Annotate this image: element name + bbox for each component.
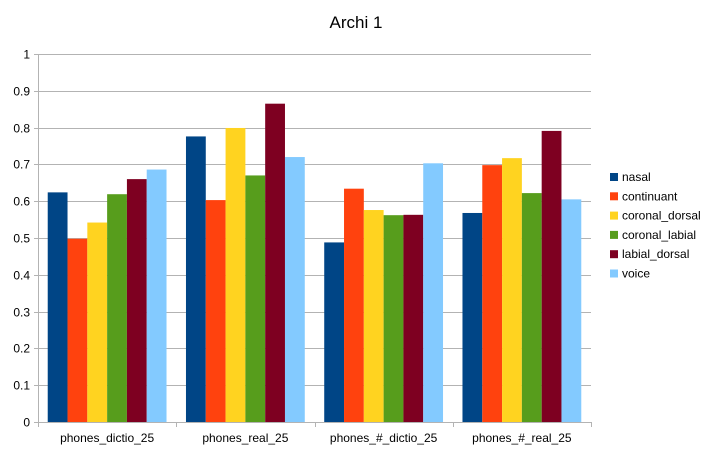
bar-continuant <box>344 188 364 422</box>
x-tick-label: phones_dictio_25 <box>60 431 154 445</box>
y-tick-label: 0 <box>23 416 30 430</box>
legend-label-nasal: nasal <box>622 170 651 184</box>
bar-coronal_labial <box>245 175 266 422</box>
bar-continuant <box>205 200 226 422</box>
y-tick-label: 0.6 <box>13 195 30 209</box>
legend-label-coronal_labial: coronal_labial <box>622 228 696 242</box>
legend-swatch-coronal_dorsal <box>610 211 618 220</box>
legend: nasal continuant coronal_dorsal coronal_lab… <box>610 170 701 281</box>
bar-labial_dorsal <box>126 179 147 422</box>
legend-swatch-labial_dorsal <box>610 250 618 259</box>
bar-nasal <box>462 212 483 422</box>
bar-voice <box>561 199 582 422</box>
legend-label-voice: voice <box>622 267 650 281</box>
bar-nasal <box>324 242 345 422</box>
y-tick-label: 0.1 <box>13 379 30 393</box>
y-tick-label: 0.8 <box>13 122 30 136</box>
bar-labial_dorsal <box>541 130 562 423</box>
y-tick-label: 0.5 <box>13 232 30 246</box>
bar-nasal <box>185 136 206 422</box>
y-tick-label: 0.2 <box>13 342 30 356</box>
legend-swatch-voice <box>610 269 618 278</box>
bar-voice <box>423 163 444 422</box>
bar-coronal_dorsal <box>502 158 522 423</box>
bars <box>47 103 582 423</box>
y-tick-label: 0.4 <box>13 269 30 283</box>
bar-labial_dorsal <box>265 103 285 423</box>
bar-coronal_dorsal <box>363 210 384 422</box>
x-tick-label: phones_#_real_25 <box>472 431 572 445</box>
bar-coronal_labial <box>107 194 127 422</box>
legend-swatch-continuant <box>610 192 618 201</box>
axes: 0 0.1 0.2 0.3 0.4 0.5 0.6 0.7 0.8 0.9 1 phones_dict… <box>13 48 592 445</box>
bar-nasal <box>47 192 68 422</box>
chart-title: Archi 1 <box>330 13 383 32</box>
bar-voice <box>146 169 167 422</box>
bar-labial_dorsal <box>403 214 424 422</box>
legend-label-continuant: continuant <box>622 189 678 203</box>
legend-swatch-nasal <box>610 173 618 181</box>
legend-label-coronal_dorsal: coronal_dorsal <box>622 209 701 223</box>
bar-continuant <box>67 238 88 422</box>
y-tick-label: 0.3 <box>13 306 30 320</box>
legend-label-labial_dorsal: labial_dorsal <box>622 247 689 261</box>
y-tick-label: 1 <box>23 48 30 62</box>
bar-coronal_labial <box>383 215 404 422</box>
legend-swatch-coronal_labial <box>610 230 618 239</box>
x-tick-label: phones_real_25 <box>202 431 288 445</box>
bar-voice <box>284 157 305 423</box>
bar-coronal_dorsal <box>225 127 246 422</box>
bar-coronal_dorsal <box>87 222 108 422</box>
bar-continuant <box>482 165 503 423</box>
bar-coronal_labial <box>521 193 542 422</box>
y-tick-label: 0.7 <box>13 158 30 172</box>
x-tick-label: phones_#_dictio_25 <box>330 431 438 445</box>
y-tick-label: 0.9 <box>13 85 30 99</box>
